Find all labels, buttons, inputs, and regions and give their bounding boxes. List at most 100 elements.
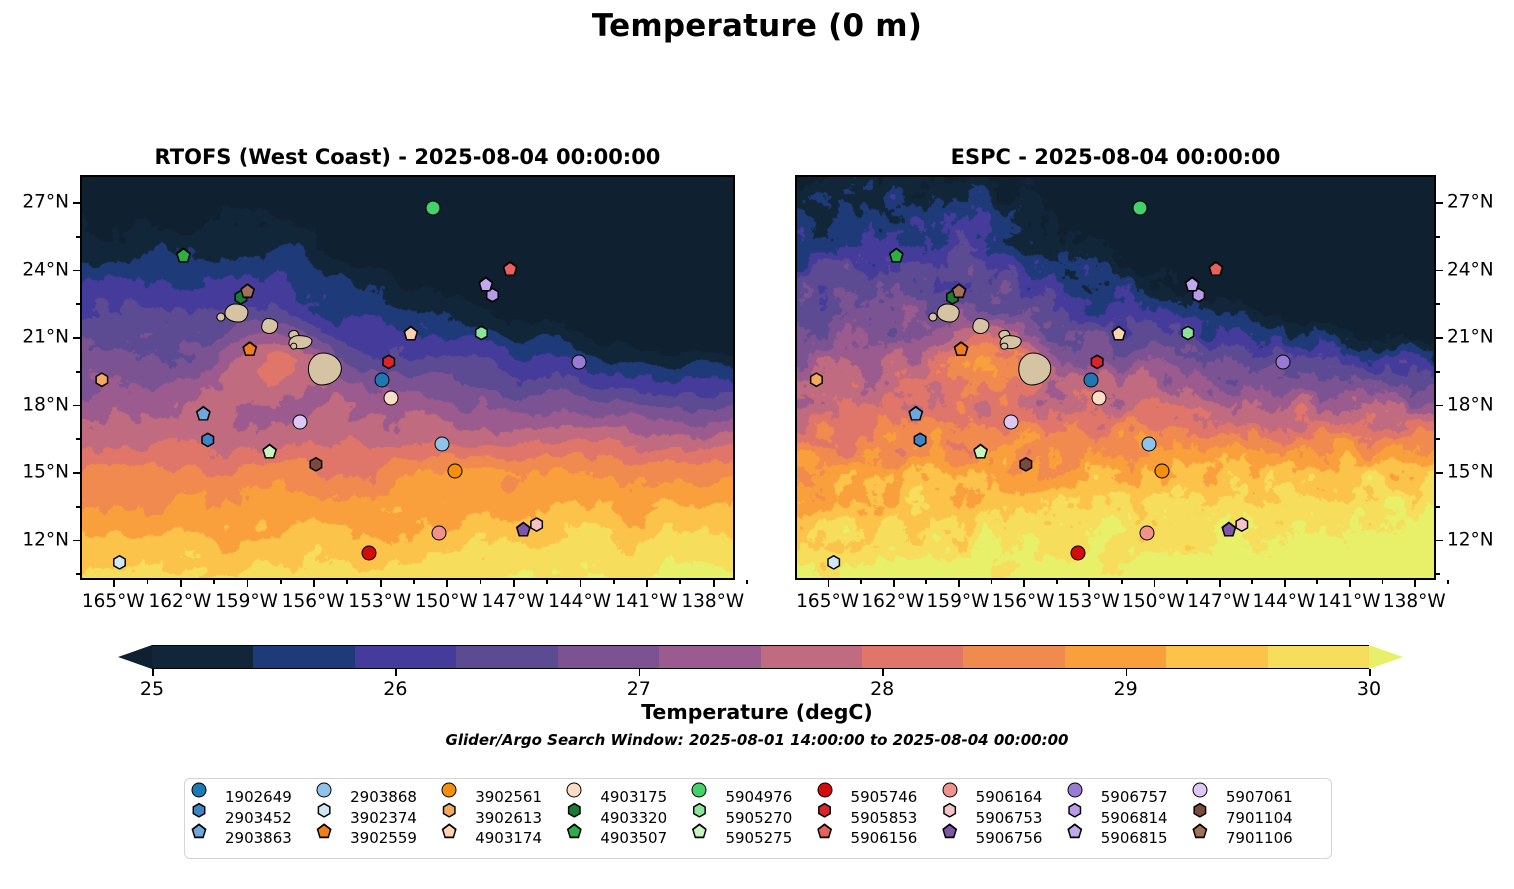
legend-swatch-hex-icon	[442, 802, 464, 825]
island-polygon	[1017, 352, 1052, 386]
x-tick-minor	[1381, 580, 1384, 584]
map-rtofs-markers	[82, 177, 733, 578]
legend-entry-5906753[interactable]: 5906753	[943, 802, 1071, 829]
y-tick-label: 24°N	[22, 259, 69, 280]
legend-swatch-hex-icon	[1193, 802, 1215, 825]
legend-entry-4903174[interactable]: 4903174	[441, 823, 570, 849]
legend-swatch-circle-icon	[566, 782, 589, 805]
x-tick-minor	[1186, 580, 1188, 584]
colorbar-band	[354, 646, 457, 668]
x-tick-minor	[860, 580, 862, 584]
y-tick-minor	[1436, 303, 1440, 306]
legend-entry-5905275[interactable]: 5905275	[691, 823, 820, 849]
y-tick	[1436, 337, 1443, 339]
colorbar-tick-label: 30	[1356, 678, 1382, 700]
x-tick-label: 153°W	[1056, 591, 1120, 612]
y-tick-label: 21°N	[22, 326, 69, 348]
legend-label: 5905853	[850, 808, 918, 827]
legend-entry-5906164[interactable]: 5906164	[942, 782, 1071, 808]
legend-swatch-pent-icon	[191, 823, 214, 846]
x-tick	[313, 580, 315, 587]
legend-swatch-circle-icon	[1067, 782, 1090, 805]
legend-entry-7901106[interactable]: 7901106	[1192, 823, 1321, 849]
map-espc-markers	[797, 177, 1434, 578]
island-polygon	[971, 318, 990, 335]
x-tick	[646, 580, 648, 587]
legend-entry-3902559[interactable]: 3902559	[316, 823, 445, 849]
island-polygon	[1000, 342, 1008, 350]
legend-swatch-circle-icon	[316, 782, 339, 805]
legend-label: 5905270	[725, 808, 793, 827]
map-rtofs[interactable]	[80, 175, 735, 580]
legend-entry-5905746[interactable]: 5905746	[817, 782, 946, 808]
x-tick-label: 159°W	[215, 591, 278, 612]
legend-swatch-pent-icon	[1192, 823, 1215, 846]
legend-row: 2903452 3902374 3902613 4903320 5905270 59058…	[192, 802, 1321, 829]
colorbar-band	[253, 646, 355, 668]
legend-entry-5906756[interactable]: 5906756	[942, 823, 1071, 849]
legend-swatch-hex-icon	[1068, 802, 1090, 825]
legend-entry-5907061[interactable]: 5907061	[1192, 782, 1321, 808]
legend-entry-7901104[interactable]: 7901104	[1193, 802, 1321, 829]
legend-label: 5906156	[850, 829, 918, 848]
legend-label: 4903320	[600, 808, 668, 827]
legend-label: 4903175	[600, 788, 668, 807]
legend-swatch-pent-icon	[1067, 823, 1090, 846]
colorbar-tick	[1369, 669, 1371, 676]
y-tick-label: 27°N	[1447, 191, 1494, 213]
legend-entry-5906757[interactable]: 5906757	[1067, 782, 1196, 808]
legend-label: 2903452	[225, 808, 292, 827]
y-tick	[1436, 539, 1443, 542]
y-tick	[73, 404, 80, 407]
legend-entry-2903868[interactable]: 2903868	[316, 782, 445, 808]
island-polygon	[260, 318, 279, 335]
y-tick-minor	[1436, 438, 1440, 441]
legend-entry-5904976[interactable]: 5904976	[691, 782, 820, 808]
legend-swatch-circle-icon	[191, 782, 214, 805]
island-polygon	[307, 352, 342, 386]
x-tick-label: 144°W	[1252, 591, 1316, 612]
legend-swatch-hex-icon	[692, 802, 714, 825]
legend-entry-5906814[interactable]: 5906814	[1068, 802, 1196, 829]
legend-label: 3902559	[350, 829, 417, 848]
legend-entry-5905853[interactable]: 5905853	[818, 802, 946, 829]
legend-entry-1902649[interactable]: 1902649	[191, 782, 320, 808]
legend-entry-5906815[interactable]: 5906815	[1067, 823, 1196, 849]
legend-label: 5906753	[975, 808, 1043, 827]
legend-entry-3902561[interactable]: 3902561	[441, 782, 570, 808]
legend-swatch-pent-icon	[942, 823, 965, 846]
y-tick	[73, 337, 80, 339]
legend-entry-5905270[interactable]: 5905270	[692, 802, 820, 829]
panel-rtofs: RTOFS (West Coast) - 2025-08-04 00:00:00…	[22, 145, 748, 612]
legend-entry-4903507[interactable]: 4903507	[566, 823, 695, 849]
x-tick	[1414, 580, 1417, 587]
x-tick-label: 141°W	[1317, 591, 1381, 612]
y-tick	[73, 269, 80, 272]
x-tick-minor	[746, 580, 748, 584]
y-tick	[73, 472, 80, 474]
legend-entry-4903175[interactable]: 4903175	[566, 782, 695, 808]
legend-entry-3902613[interactable]: 3902613	[442, 802, 570, 829]
map-espc[interactable]	[795, 175, 1436, 580]
x-tick-minor	[1055, 580, 1058, 584]
legend-entry-2903452[interactable]: 2903452	[192, 802, 320, 829]
legend-entry-3902374[interactable]: 3902374	[317, 802, 445, 829]
legend-label: 2903863	[225, 829, 292, 848]
x-tick-label: 165°W	[796, 591, 860, 612]
colorbar-band	[659, 646, 761, 668]
legend-entry-4903320[interactable]: 4903320	[567, 802, 695, 829]
legend-label: 3902374	[350, 808, 417, 827]
x-tick-minor	[1446, 580, 1449, 584]
island-polygon	[224, 303, 249, 323]
colorbar-tick-label: 25	[139, 678, 165, 700]
legend-entry-5906156[interactable]: 5906156	[817, 823, 946, 849]
x-tick	[712, 580, 715, 587]
x-tick-label: 147°W	[1187, 591, 1251, 612]
legend-swatch-hex-icon	[818, 802, 840, 825]
legend-label: 5906815	[1100, 829, 1168, 848]
x-tick-label: 159°W	[926, 591, 990, 612]
y-tick	[1436, 269, 1443, 272]
legend-label: 7901106	[1225, 829, 1293, 848]
legend-entry-2903863[interactable]: 2903863	[191, 823, 320, 849]
legend-swatch-circle-icon	[1192, 782, 1215, 805]
